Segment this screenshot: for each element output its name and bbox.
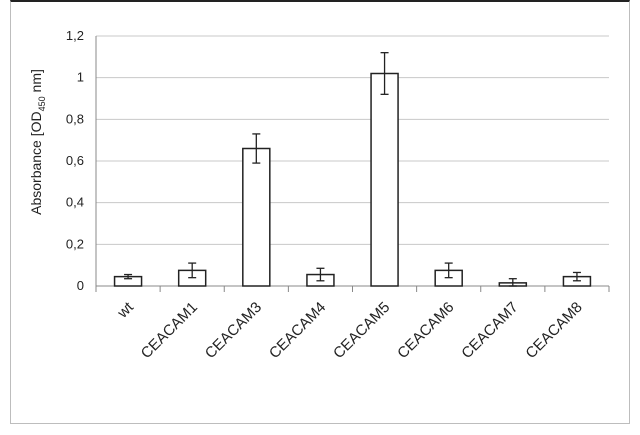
x-tick-label-wt: wt [114, 298, 138, 322]
chart-frame: 0 0,2 0,4 0,6 0,8 1 1,2 wt CEACAM1 CEACAM3 CEACAM… [10, 0, 630, 424]
bar-ceacam5 [370, 72, 399, 287]
bars [113, 52, 592, 287]
x-tick-label-ceacam5: CEACAM5 [330, 299, 393, 362]
y-tick-label: 0,4 [66, 195, 84, 210]
x-tick-label-ceacam7: CEACAM7 [458, 299, 521, 362]
y-tick-label: 0,8 [66, 111, 84, 126]
x-tick-label-ceacam8: CEACAM8 [522, 299, 585, 362]
x-tick-label-ceacam3: CEACAM3 [202, 299, 265, 362]
gridlines [95, 35, 610, 292]
y-axis-label: Absorbance [OD450 nm] [28, 69, 47, 215]
y-axis-label-tail: nm] [28, 69, 44, 96]
y-axis-label-main: Absorbance [OD [28, 111, 44, 215]
bar-ceacam3 [242, 147, 271, 287]
y-tick-label: 0 [77, 278, 84, 293]
bar-chart: 00,20,40,60,811,2 wt CEACAM1 CEACAM3 CEACAM… [28, 28, 610, 362]
y-tick-labels: 0 0,2 0,4 0,6 0,8 1 1,2 [66, 28, 84, 293]
y-tick-label: 1,2 [66, 28, 84, 43]
y-tick-label: 1 [77, 70, 84, 85]
x-tick-label-ceacam4: CEACAM4 [266, 299, 329, 362]
x-tick-label-ceacam6: CEACAM6 [394, 299, 457, 362]
y-axis-label-subscript: 450 [37, 96, 47, 111]
x-tick-labels: wt CEACAM1 CEACAM3 CEACAM4 CEACAM5 CEACAM6 CEA… [114, 298, 586, 362]
x-tick-label-ceacam1: CEACAM1 [138, 299, 201, 362]
y-tick-label: 0,2 [66, 236, 84, 251]
y-tick-label: 0,6 [66, 153, 84, 168]
